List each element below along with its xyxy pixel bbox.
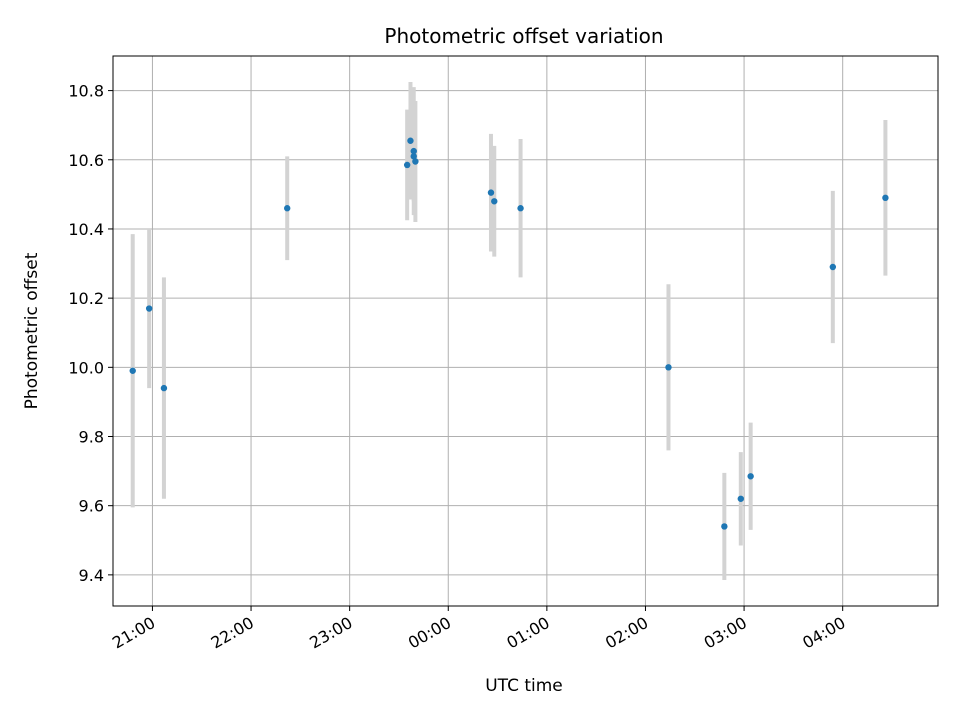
plot-area bbox=[113, 56, 938, 606]
data-point bbox=[487, 189, 495, 196]
data-point bbox=[410, 147, 417, 155]
data-point bbox=[665, 364, 672, 371]
data-point bbox=[160, 384, 168, 392]
data-point bbox=[403, 161, 411, 169]
data-point bbox=[737, 495, 744, 502]
data-point bbox=[517, 205, 524, 212]
y-tick-label: 9.4 bbox=[79, 566, 104, 585]
data-point bbox=[412, 158, 419, 165]
data-point bbox=[407, 137, 414, 144]
y-tick-label: 10.2 bbox=[68, 289, 104, 308]
y-tick-label: 10.8 bbox=[68, 82, 104, 101]
data-point bbox=[145, 305, 153, 312]
data-points bbox=[129, 137, 889, 530]
data-point bbox=[284, 205, 291, 212]
data-point bbox=[882, 194, 889, 202]
data-point bbox=[129, 367, 136, 374]
data-point bbox=[721, 523, 728, 530]
data-point bbox=[829, 263, 837, 271]
y-axis-ticks: 9.4 9.6 9.8 10.0 10.2 10.4 10.6 10.8 bbox=[68, 82, 113, 585]
x-axis-title: UTC time bbox=[485, 676, 563, 696]
plot-frame bbox=[112, 55, 939, 607]
chart-title: Photometric offset variation bbox=[384, 24, 663, 48]
grid-lines bbox=[113, 56, 938, 606]
y-tick-label: 10.0 bbox=[68, 358, 104, 377]
y-tick-label: 10.4 bbox=[68, 220, 104, 239]
data-point bbox=[491, 198, 498, 205]
y-tick-label: 9.8 bbox=[79, 428, 104, 447]
y-tick-label: 9.6 bbox=[79, 497, 104, 516]
data-point bbox=[747, 473, 754, 480]
y-axis-title: Photometric offset bbox=[22, 252, 42, 409]
data-point bbox=[410, 153, 417, 160]
y-tick-label: 10.6 bbox=[68, 151, 104, 170]
